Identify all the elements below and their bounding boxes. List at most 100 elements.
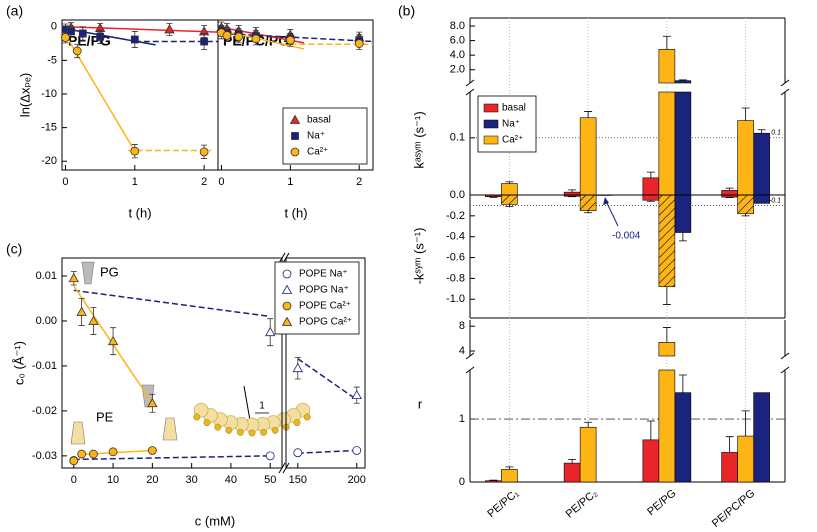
error-bar (584, 111, 593, 118)
x-tick-label: PE/PG (645, 487, 678, 518)
error-bar (568, 189, 577, 193)
bar (721, 190, 738, 196)
x-tick-label: 200 (348, 474, 366, 486)
error-bar (662, 327, 671, 343)
bar (674, 80, 692, 84)
error-bar (505, 204, 514, 207)
x-tick-label: 50 (264, 474, 276, 486)
marker (76, 306, 87, 316)
y-tick-label: 0.01 (36, 270, 57, 282)
legend-marker (291, 132, 299, 140)
y-tick-label: 0 (459, 476, 465, 488)
legend-label: Na⁺ (502, 119, 520, 130)
error-bar (678, 79, 687, 81)
axis-break (278, 462, 286, 474)
y-tick-label: 1 (459, 413, 465, 425)
bar (658, 342, 676, 357)
axis-break (282, 252, 290, 264)
bar (753, 194, 770, 204)
reference-label: 0.1 (771, 130, 781, 137)
bar (658, 194, 676, 288)
error-bar (725, 187, 734, 191)
membrane-headgroup (248, 429, 256, 437)
bar (737, 435, 754, 483)
error-bar (725, 436, 734, 453)
y-tick-label: 4.0 (450, 49, 465, 61)
y-tick-label: 8.0 (450, 20, 465, 32)
axis-break (780, 88, 790, 96)
fit-line (297, 449, 357, 454)
marker (265, 326, 276, 337)
error-bar (489, 196, 498, 198)
marker (107, 335, 119, 346)
y-axis-label: -kˢʸᵐ (s⁻¹) (411, 228, 426, 285)
axis-break (780, 366, 790, 374)
y-tick-label: 4 (459, 345, 465, 357)
y-tick-label: -0.2 (446, 210, 465, 222)
axis-break (465, 352, 475, 360)
bar (485, 480, 502, 483)
x-tick-label: 1 (132, 176, 138, 188)
x-tick-label: 0 (71, 474, 77, 486)
membrane-headgroup (236, 428, 244, 436)
bar (579, 194, 597, 211)
y-tick-label: 0.1 (450, 132, 465, 144)
y-axis-label: kᵃˢʸᵐ (s⁻¹) (411, 111, 426, 168)
axis-break (282, 462, 290, 474)
y-tick-label: -20 (41, 155, 57, 167)
fit-line (297, 358, 358, 401)
marker (72, 46, 82, 56)
error-bar (741, 410, 750, 437)
membrane-headgroup (271, 426, 279, 434)
bar (737, 120, 754, 196)
x-tick-label: 30 (186, 474, 198, 486)
marker (69, 456, 79, 466)
reference-label: -0.1 (769, 197, 781, 204)
bar (721, 452, 738, 483)
fit-line (65, 25, 219, 33)
bar (737, 194, 754, 215)
lipid-icon (162, 417, 178, 441)
axis-break (278, 252, 286, 264)
bar (753, 392, 770, 483)
y-tick-label: 2.0 (450, 64, 465, 76)
legend-label: basal (307, 115, 331, 126)
x-tick-label: 2 (201, 176, 207, 188)
marker (108, 447, 118, 457)
y-tick-label: -15 (41, 122, 57, 134)
fit-line (221, 32, 374, 43)
axis-break (465, 366, 475, 374)
panel-label: (b) (398, 3, 415, 19)
bar (642, 194, 660, 201)
marker (88, 315, 99, 325)
y-axis-label: r (418, 396, 423, 411)
membrane-headgroup (193, 413, 201, 421)
legend-marker (290, 147, 300, 157)
x-tick-label: 40 (225, 474, 237, 486)
annotation: 1 (259, 401, 265, 412)
annotation-arrowhead (603, 197, 609, 205)
bar (658, 369, 676, 483)
x-tick-label: 150 (289, 474, 307, 486)
axis-break (780, 352, 790, 360)
error-bar (678, 232, 687, 242)
y-tick-label: -0.4 (446, 231, 465, 243)
annotation: PE (96, 409, 114, 424)
plot-frame (217, 19, 374, 171)
legend-marker (281, 316, 293, 326)
marker (147, 397, 158, 408)
marker (234, 32, 244, 42)
y-tick-label: -0.02 (32, 405, 57, 417)
x-axis-label: t (h) (284, 205, 307, 220)
legend-label: basal (502, 103, 526, 114)
y-tick-label: 6.0 (450, 34, 465, 46)
marker (265, 451, 275, 461)
bar (501, 183, 518, 196)
marker (67, 27, 75, 36)
lipid-icon (81, 261, 95, 285)
x-tick-label: 0 (218, 176, 224, 188)
legend-label: Ca²⁺ (502, 135, 523, 146)
legend-swatch (483, 103, 499, 113)
legend-label: POPE Na⁺ (299, 269, 348, 280)
